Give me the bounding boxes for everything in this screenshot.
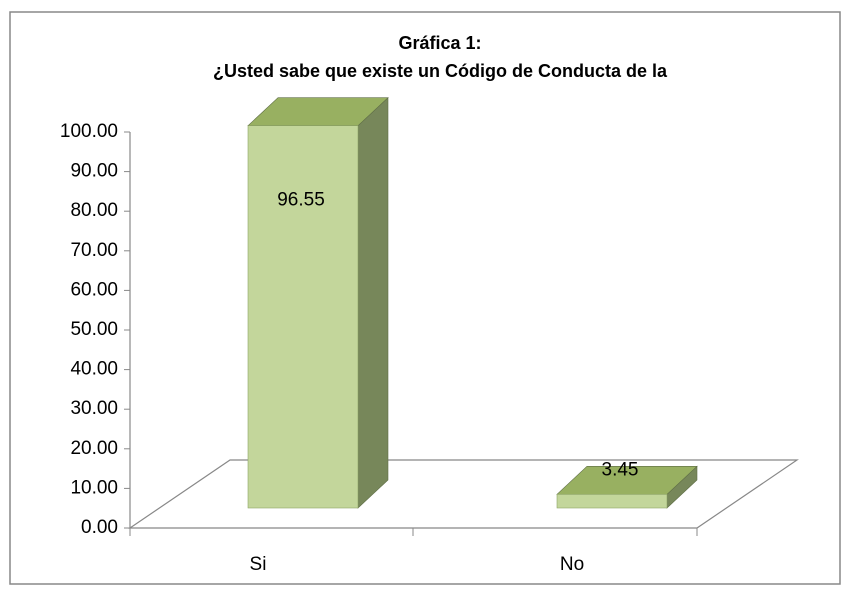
chart-title: Gráfica 1: (398, 33, 481, 53)
chart-title: ¿Usted sabe que existe un Código de Cond… (213, 61, 668, 81)
y-tick-label: 90.00 (70, 161, 118, 182)
data-label: 96.55 (277, 190, 325, 211)
y-tick-label: 0.00 (81, 517, 118, 538)
bar (556, 494, 668, 509)
chart-frame (9, 11, 841, 585)
y-tick-label: 100.00 (60, 121, 118, 142)
y-tick-label: 20.00 (70, 438, 118, 459)
y-tick-label: 10.00 (70, 477, 118, 498)
data-label: 3.45 (602, 459, 639, 480)
y-tick-label: 80.00 (70, 200, 118, 221)
bar-side (357, 96, 389, 509)
x-tick-label: No (560, 554, 584, 575)
x-tick-label: Si (250, 554, 267, 575)
y-tick-label: 60.00 (70, 279, 118, 300)
y-tick-label: 30.00 (70, 398, 118, 419)
floor (128, 459, 799, 529)
y-tick-label: 50.00 (70, 319, 118, 340)
bar (247, 125, 359, 509)
y-tick-label: 70.00 (70, 240, 118, 261)
y-tick-label: 40.00 (70, 359, 118, 380)
